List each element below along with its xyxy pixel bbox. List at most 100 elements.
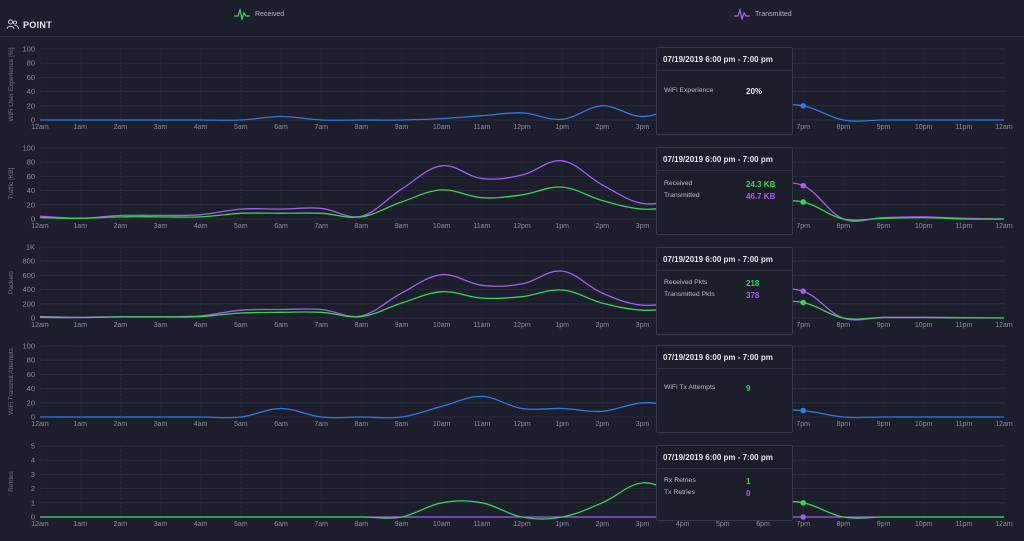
x-tick-label: 10pm bbox=[915, 421, 933, 428]
tooltip-divider bbox=[657, 170, 792, 171]
tooltip-label: Received Pkts bbox=[664, 279, 708, 286]
y-tick-label: 400 bbox=[22, 285, 35, 294]
x-tick-label: 8am bbox=[355, 322, 369, 329]
x-tick-label: 7am bbox=[314, 521, 328, 528]
x-tick-label: 1am bbox=[73, 521, 87, 528]
legend-transmitted-label: Transmitted bbox=[755, 10, 792, 18]
x-tick-label: 6am bbox=[274, 322, 288, 329]
x-tick-label: 12pm bbox=[513, 223, 531, 230]
tooltip-date: 07/19/2019 6:00 pm - 7:00 pm bbox=[663, 353, 773, 362]
x-tick-label: 4am bbox=[194, 521, 208, 528]
x-tick-label: 12am bbox=[995, 223, 1013, 230]
transmitted-hover-marker bbox=[800, 182, 806, 189]
x-tick-label: 8am bbox=[355, 521, 369, 528]
tooltip-experience: 07/19/2019 6:00 pm - 7:00 pm WiFi Experi… bbox=[656, 47, 793, 135]
x-tick-label: 2am bbox=[114, 124, 128, 131]
x-tick-label: 7am bbox=[314, 421, 328, 428]
tooltip-date: 07/19/2019 6:00 pm - 7:00 pm bbox=[663, 155, 773, 164]
users-icon bbox=[6, 19, 19, 30]
tooltip-row: WiFi Tx Attempts 9 bbox=[664, 384, 784, 393]
experience-series-line bbox=[39, 395, 1004, 419]
x-tick-label: 11pm bbox=[955, 124, 972, 131]
x-tick-label: 4am bbox=[194, 223, 208, 230]
x-tick-label: 1pm bbox=[555, 322, 569, 329]
x-tick-label: 2pm bbox=[596, 322, 610, 329]
y-axis-title: WiFi User Experience [%] bbox=[8, 47, 15, 121]
x-tick-label: 12pm bbox=[513, 124, 531, 131]
y-tick-label: 5 bbox=[31, 442, 35, 451]
page-header: POINT Received Transmitted bbox=[0, 0, 1024, 38]
x-tick-label: 7pm bbox=[796, 322, 810, 329]
y-tick-label: 80 bbox=[27, 158, 35, 167]
y-tick-label: 200 bbox=[22, 299, 35, 308]
y-tick-label: 600 bbox=[22, 271, 35, 280]
x-tick-label: 11pm bbox=[955, 322, 972, 329]
x-tick-label: 2pm bbox=[596, 223, 610, 230]
legend-received[interactable]: Received bbox=[234, 8, 284, 20]
x-tick-label: 6am bbox=[274, 223, 288, 230]
x-tick-label: 9am bbox=[395, 223, 409, 230]
y-tick-label: 20 bbox=[27, 200, 35, 209]
x-tick-label: 4am bbox=[194, 421, 208, 428]
x-tick-label: 1am bbox=[73, 223, 87, 230]
legend-transmitted[interactable]: Transmitted bbox=[734, 8, 792, 20]
x-tick-label: 6am bbox=[274, 124, 288, 131]
y-tick-label: 800 bbox=[22, 257, 35, 266]
x-tick-label: 1am bbox=[73, 124, 87, 131]
transmitted-hover-marker bbox=[800, 514, 806, 520]
x-tick-label: 8pm bbox=[837, 322, 851, 329]
y-tick-label: 80 bbox=[27, 59, 35, 68]
tooltip-row: Received 24.3 KB bbox=[664, 180, 784, 189]
y-tick-label: 0 bbox=[31, 215, 35, 224]
x-tick-label: 5am bbox=[234, 223, 248, 230]
x-tick-label: 12am bbox=[31, 322, 49, 329]
tooltip-row: Tx Retries 0 bbox=[664, 489, 784, 498]
x-tick-label: 2am bbox=[114, 521, 128, 528]
transmitted-hover-marker bbox=[800, 288, 806, 294]
y-tick-label: 60 bbox=[27, 172, 35, 181]
x-tick-label: 3am bbox=[154, 421, 168, 428]
y-tick-label: 1K bbox=[26, 243, 35, 252]
x-tick-label: 12pm bbox=[513, 322, 531, 329]
x-tick-label: 5am bbox=[234, 421, 248, 428]
x-tick-label: 4am bbox=[194, 124, 208, 131]
tooltip-label: Received bbox=[664, 180, 693, 187]
x-tick-label: 11pm bbox=[955, 223, 972, 230]
y-tick-label: 0 bbox=[31, 314, 35, 323]
x-tick-label: 7am bbox=[314, 124, 328, 131]
transmitted-pulse-icon bbox=[734, 8, 750, 20]
y-tick-label: 80 bbox=[27, 356, 35, 365]
x-tick-label: 3am bbox=[154, 521, 168, 528]
tooltip-value: 20% bbox=[746, 87, 763, 96]
y-tick-label: 40 bbox=[27, 186, 35, 195]
y-tick-label: 40 bbox=[27, 87, 35, 96]
x-tick-label: 7pm bbox=[796, 421, 810, 428]
x-tick-label: 2am bbox=[114, 421, 128, 428]
x-tick-label: 6am bbox=[274, 521, 288, 528]
x-tick-label: 9pm bbox=[877, 421, 891, 428]
tooltip-date: 07/19/2019 6:00 pm - 7:00 pm bbox=[663, 255, 773, 264]
received-hover-marker bbox=[800, 199, 806, 205]
tooltip-divider bbox=[657, 70, 792, 71]
x-tick-label: 12pm bbox=[513, 421, 531, 428]
x-tick-label: 10pm bbox=[915, 322, 933, 329]
y-axis-title: Packets bbox=[8, 270, 15, 294]
x-tick-label: 10pm bbox=[915, 124, 933, 131]
device-title: POINT bbox=[6, 19, 52, 30]
received-series-line bbox=[39, 289, 1005, 320]
y-tick-label: 40 bbox=[27, 384, 35, 393]
x-tick-label: 8pm bbox=[837, 521, 851, 528]
x-tick-label: 4am bbox=[194, 322, 208, 329]
tooltip-divider bbox=[657, 368, 792, 369]
y-tick-label: 100 bbox=[22, 144, 35, 153]
y-tick-label: 60 bbox=[27, 73, 35, 82]
x-tick-label: 12am bbox=[31, 124, 49, 131]
x-tick-label: 11am bbox=[473, 223, 490, 230]
x-tick-label: 12am bbox=[995, 521, 1013, 528]
y-tick-label: 3 bbox=[31, 470, 35, 479]
x-tick-label: 8am bbox=[355, 124, 369, 131]
tooltip-row: Rx Retries 1 bbox=[664, 477, 784, 486]
x-tick-label: 5am bbox=[234, 521, 248, 528]
x-tick-label: 12am bbox=[995, 124, 1013, 131]
y-tick-label: 4 bbox=[31, 456, 35, 465]
